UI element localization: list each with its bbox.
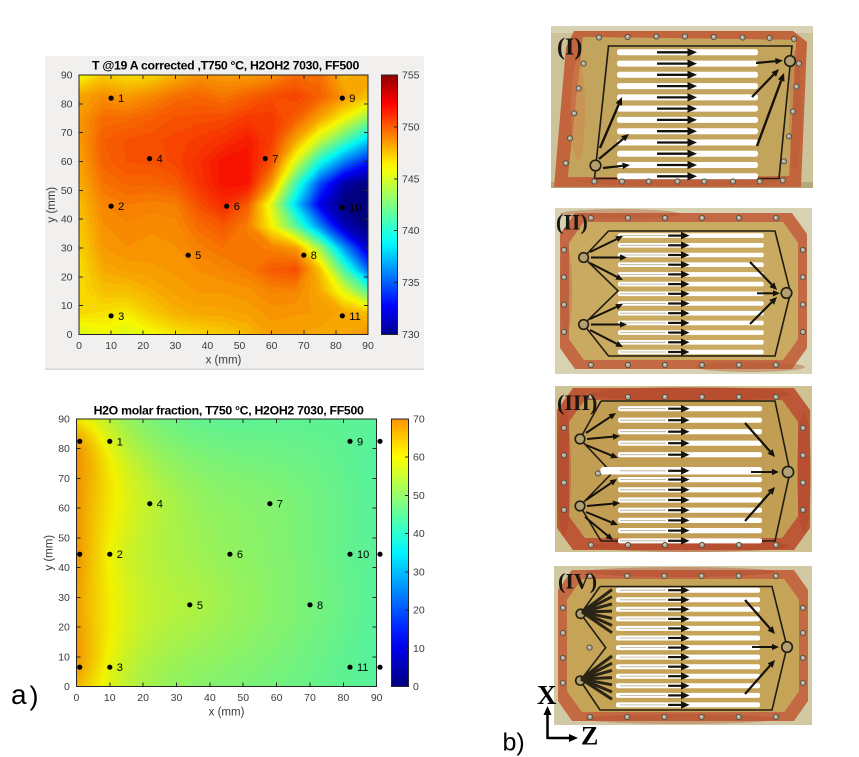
svg-text:80: 80	[337, 692, 349, 704]
svg-text:50: 50	[413, 490, 425, 502]
svg-text:(III): (III)	[557, 390, 597, 415]
svg-text:): )	[30, 681, 39, 711]
svg-text:40: 40	[202, 340, 214, 352]
svg-text:4: 4	[157, 154, 163, 166]
svg-text:30: 30	[171, 692, 183, 704]
svg-text:90: 90	[362, 340, 374, 352]
svg-text:x (mm): x (mm)	[206, 355, 242, 367]
svg-text:0: 0	[67, 329, 73, 341]
svg-text:20: 20	[61, 271, 73, 283]
svg-text:70: 70	[413, 414, 425, 426]
svg-text:40: 40	[58, 562, 70, 574]
svg-text:20: 20	[137, 692, 149, 704]
svg-text:y (mm): y (mm)	[46, 187, 58, 223]
svg-text:60: 60	[413, 452, 425, 464]
svg-text:0: 0	[76, 340, 82, 352]
svg-text:30: 30	[413, 566, 425, 578]
svg-text:10: 10	[104, 692, 116, 704]
svg-text:1: 1	[118, 93, 124, 105]
svg-text:9: 9	[349, 93, 355, 105]
svg-text:20: 20	[413, 605, 425, 617]
svg-text:6: 6	[234, 201, 240, 213]
svg-text:30: 30	[58, 592, 70, 604]
svg-text:70: 70	[298, 340, 310, 352]
svg-text:20: 20	[58, 622, 70, 634]
svg-text:7: 7	[277, 499, 283, 511]
svg-text:50: 50	[237, 692, 249, 704]
svg-text:50: 50	[58, 532, 70, 544]
svg-text:80: 80	[58, 443, 70, 455]
svg-text:11: 11	[349, 311, 360, 323]
svg-text:730: 730	[402, 329, 420, 341]
svg-text:6: 6	[237, 549, 243, 561]
svg-text:60: 60	[271, 692, 283, 704]
svg-text:7: 7	[272, 154, 278, 166]
svg-text:8: 8	[317, 600, 323, 612]
svg-text:5: 5	[197, 600, 203, 612]
svg-text:40: 40	[204, 692, 216, 704]
svg-text:x (mm): x (mm)	[209, 707, 245, 719]
svg-text:90: 90	[371, 692, 383, 704]
svg-text:0: 0	[413, 681, 419, 693]
svg-text:4: 4	[157, 499, 163, 511]
svg-text:10: 10	[61, 300, 73, 312]
svg-text:0: 0	[64, 681, 70, 693]
svg-text:40: 40	[61, 214, 73, 226]
svg-text:30: 30	[61, 243, 73, 255]
svg-text:50: 50	[234, 340, 246, 352]
svg-text:10: 10	[105, 340, 117, 352]
svg-text:1: 1	[117, 436, 123, 448]
svg-text:70: 70	[304, 692, 316, 704]
svg-text:(II): (II)	[556, 210, 588, 235]
svg-text:10: 10	[349, 203, 361, 215]
svg-text:90: 90	[58, 414, 70, 426]
svg-text:2: 2	[118, 201, 124, 213]
svg-text:70: 70	[61, 127, 73, 139]
svg-text:T @19 A corrected ,T750 °C, H2: T @19 A corrected ,T750 °C, H2OH2 7030, …	[92, 59, 359, 73]
svg-text:740: 740	[402, 225, 420, 237]
svg-text:y (mm): y (mm)	[43, 535, 55, 571]
svg-text:750: 750	[402, 121, 420, 133]
svg-text:10: 10	[58, 651, 70, 663]
svg-text:60: 60	[58, 503, 70, 515]
svg-text:3: 3	[118, 311, 124, 323]
svg-text:10: 10	[413, 643, 425, 655]
svg-text:10: 10	[357, 549, 369, 561]
svg-text:20: 20	[137, 340, 149, 352]
svg-text:90: 90	[61, 70, 73, 82]
svg-text:5: 5	[195, 250, 201, 262]
svg-text:80: 80	[330, 340, 342, 352]
svg-text:X: X	[537, 680, 557, 710]
svg-text:0: 0	[73, 692, 79, 704]
svg-text:Z: Z	[581, 722, 598, 751]
svg-text:2: 2	[117, 549, 123, 561]
svg-text:70: 70	[58, 473, 70, 485]
svg-text:3: 3	[117, 662, 123, 674]
svg-text:735: 735	[402, 277, 420, 289]
svg-text:(I): (I)	[557, 35, 582, 61]
svg-text:11: 11	[357, 662, 368, 674]
svg-text:30: 30	[169, 340, 181, 352]
svg-text:b): b)	[503, 729, 525, 757]
svg-text:50: 50	[61, 185, 73, 197]
svg-text:40: 40	[413, 528, 425, 540]
svg-text:755: 755	[402, 70, 420, 82]
svg-text:(IV): (IV)	[558, 569, 597, 594]
svg-text:745: 745	[402, 173, 420, 185]
svg-text:8: 8	[311, 250, 317, 262]
svg-text:H2O molar fraction, T750 °C, H: H2O molar fraction, T750 °C, H2OH2 7030,…	[94, 404, 364, 418]
svg-text:80: 80	[61, 98, 73, 110]
svg-text:60: 60	[266, 340, 278, 352]
svg-text:9: 9	[357, 436, 363, 448]
svg-text:a: a	[11, 679, 27, 710]
svg-text:60: 60	[61, 156, 73, 168]
